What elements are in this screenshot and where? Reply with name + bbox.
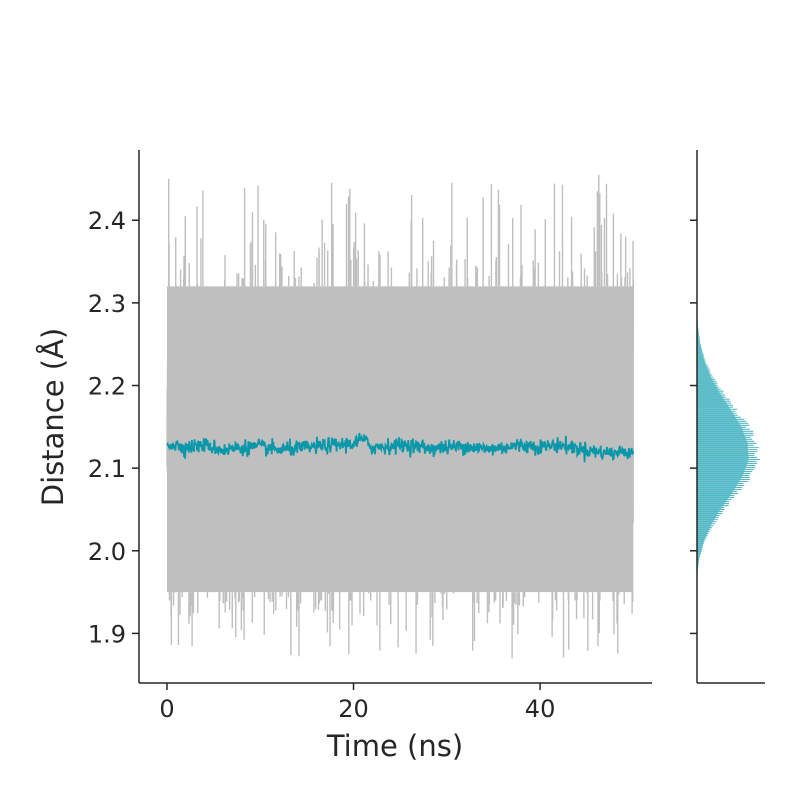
y-tick-label: 2.3 — [88, 290, 126, 318]
histogram-bars — [697, 302, 760, 584]
y-axis-ticks: 1.9 2.0 2.1 2.2 2.3 2.4 — [88, 207, 139, 648]
x-tick-label: 0 — [159, 695, 174, 723]
smoothed-series-layer — [166, 432, 635, 463]
raw-series-layer — [166, 174, 635, 659]
x-tick-label: 20 — [338, 695, 369, 723]
x-axis-label: Time (ns) — [326, 729, 463, 763]
x-axis-ticks: 0 20 40 — [159, 683, 555, 723]
raw-series-band — [166, 286, 634, 593]
smoothed-series-line — [166, 432, 635, 463]
x-tick-label: 40 — [525, 695, 556, 723]
y-tick-label: 2.4 — [88, 207, 126, 235]
y-tick-label: 1.9 — [88, 620, 126, 648]
marginal-y-ticks — [690, 219, 697, 635]
main-timeseries-panel: 0 20 40 1.9 2.0 2.1 2.2 2.3 2.4 Time (ns) Dista… — [36, 150, 652, 763]
marginal-histogram-panel — [690, 150, 765, 684]
y-tick-label: 2.2 — [88, 373, 126, 401]
histogram-fill — [697, 302, 749, 584]
y-tick-label: 2.0 — [88, 538, 126, 566]
y-axis-label: Distance (Å) — [36, 328, 70, 507]
y-tick-label: 2.1 — [88, 455, 126, 483]
raw-series-spikes — [167, 174, 634, 659]
